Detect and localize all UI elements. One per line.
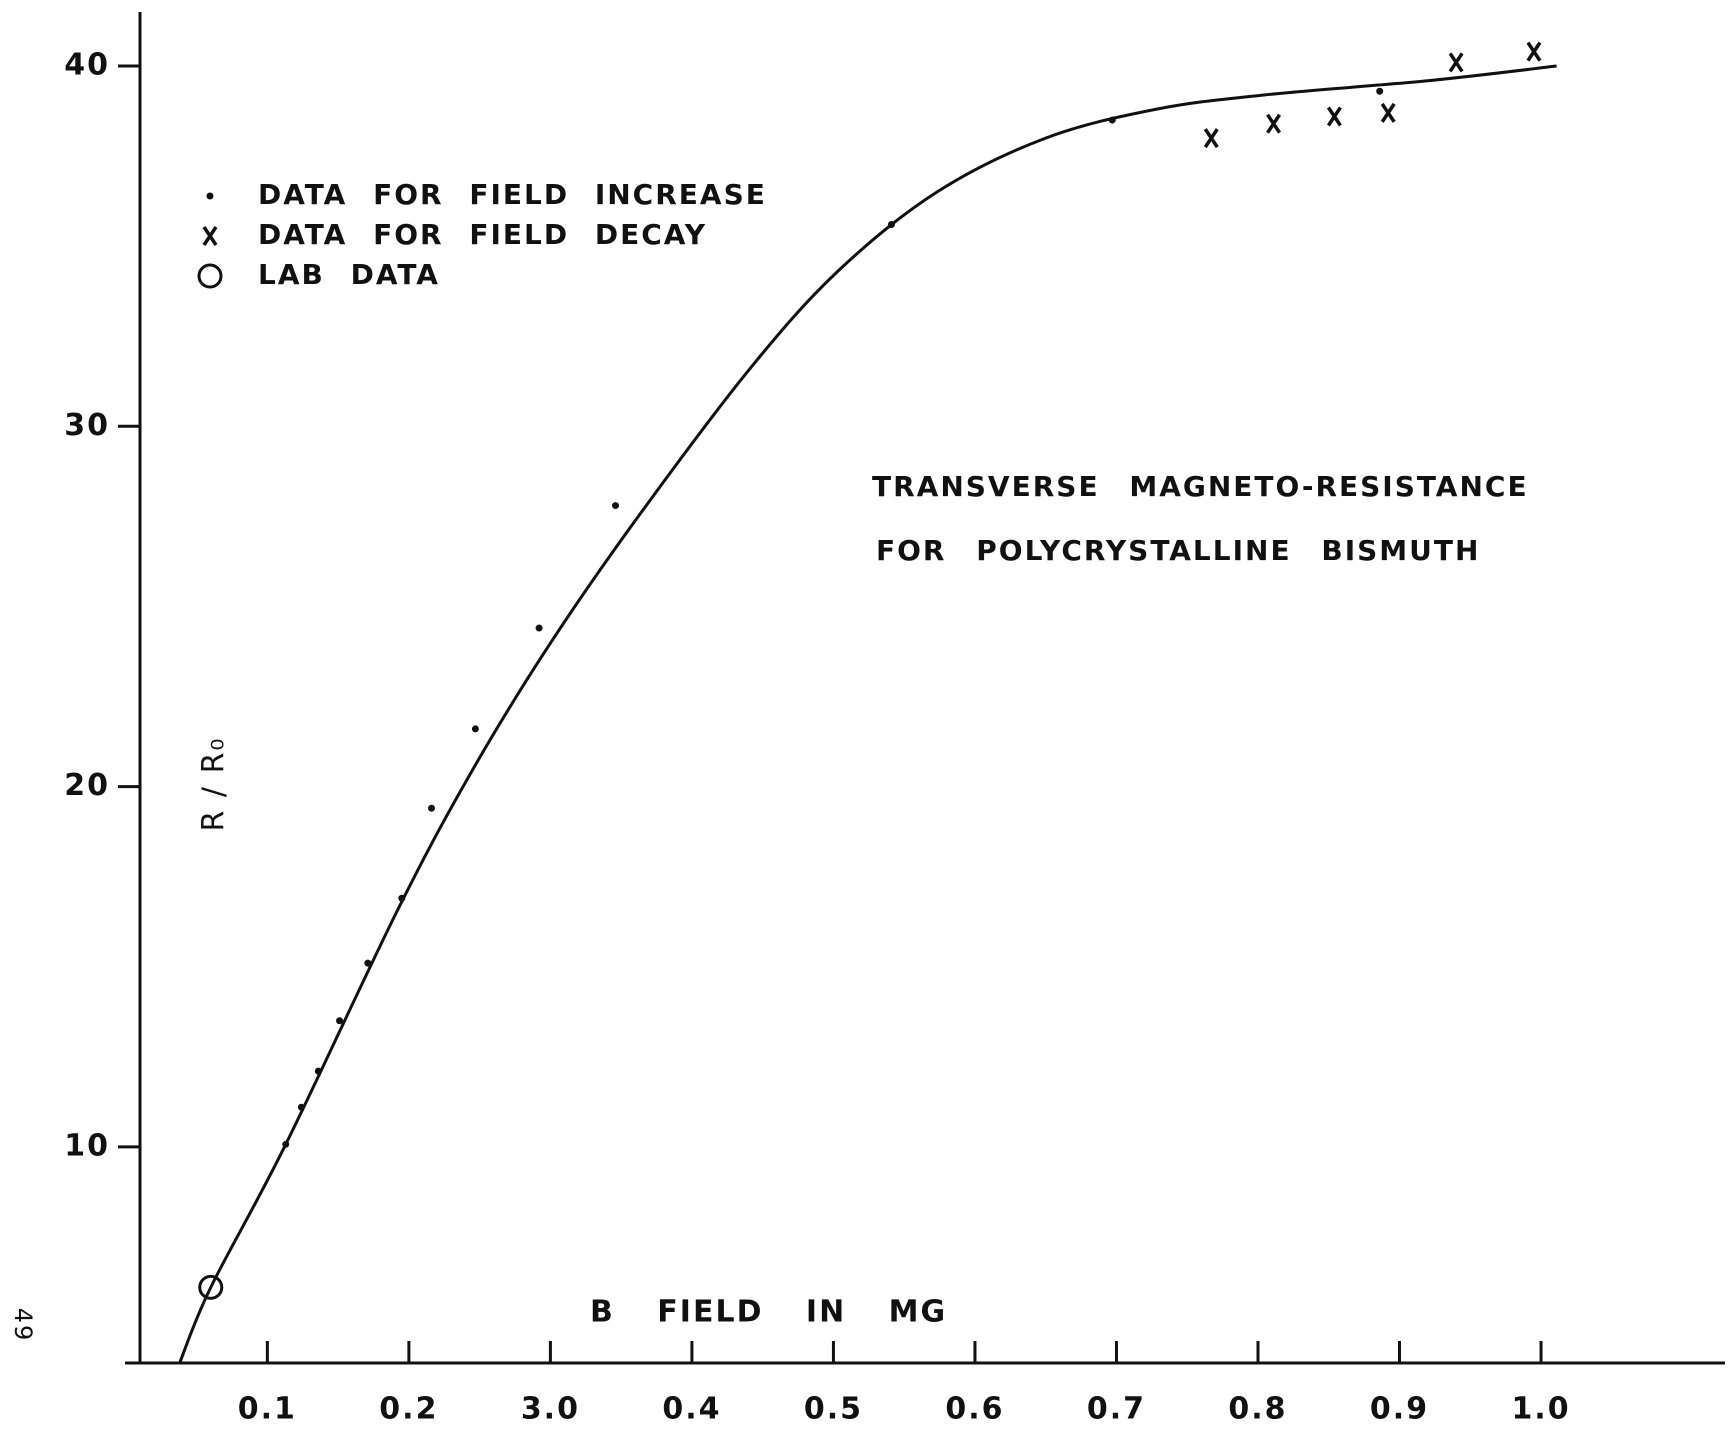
page-number: 49 (9, 1308, 37, 1343)
dot-point (471, 725, 479, 733)
dot-point (535, 624, 543, 632)
x-tick-label: 3.0 (521, 1392, 580, 1427)
x-point (1448, 52, 1464, 73)
x-point (1380, 102, 1396, 123)
y-tick-label: 20 (64, 768, 110, 803)
dot-point (398, 894, 406, 902)
legend-label: DATA FOR FIELD DECAY (258, 218, 707, 251)
x-tick-label: 0.6 (945, 1392, 1004, 1427)
legend-marker (202, 226, 218, 246)
chart-title: TRANSVERSE MAGNETO-RESISTANCE (872, 470, 1529, 503)
legend-label: DATA FOR FIELD INCREASE (258, 178, 767, 211)
x-axis-label: B FIELD IN MG (590, 1295, 947, 1330)
x-tick-label: 1.0 (1511, 1392, 1570, 1427)
dot-point (887, 221, 895, 229)
x-point (1526, 41, 1542, 62)
x-tick-label: 0.8 (1228, 1392, 1287, 1427)
dot-point (314, 1067, 322, 1075)
legend-marker (197, 263, 223, 289)
dot-point (364, 959, 372, 967)
x-tick-label: 0.4 (662, 1392, 721, 1427)
y-tick-label: 10 (64, 1128, 110, 1163)
chart-title: FOR POLYCRYSTALLINE BISMUTH (876, 534, 1480, 567)
legend-label: LAB DATA (258, 258, 440, 291)
legend-marker (206, 192, 214, 200)
y-tick-label: 40 (64, 48, 110, 83)
fit-curve (178, 64, 1557, 1364)
x-tick-label: 0.7 (1087, 1392, 1146, 1427)
x-tick-label: 0.2 (379, 1392, 438, 1427)
dot-point (612, 502, 619, 510)
x-point (1266, 113, 1282, 134)
x-point (1326, 106, 1342, 127)
dot-point (1376, 87, 1384, 95)
x-point (1203, 128, 1219, 149)
dot-point (1108, 116, 1116, 124)
x-tick-label: 0.1 (238, 1392, 297, 1427)
dot-point (282, 1140, 290, 1148)
dot-point (297, 1103, 305, 1111)
y-axis-label: R / R₀ (197, 737, 232, 832)
dot-point (428, 804, 436, 812)
y-tick-label: 30 (64, 408, 110, 443)
x-tick-label: 0.9 (1370, 1392, 1429, 1427)
circle-point (198, 1274, 224, 1300)
x-tick-label: 0.5 (804, 1392, 863, 1427)
dot-point (336, 1017, 344, 1025)
